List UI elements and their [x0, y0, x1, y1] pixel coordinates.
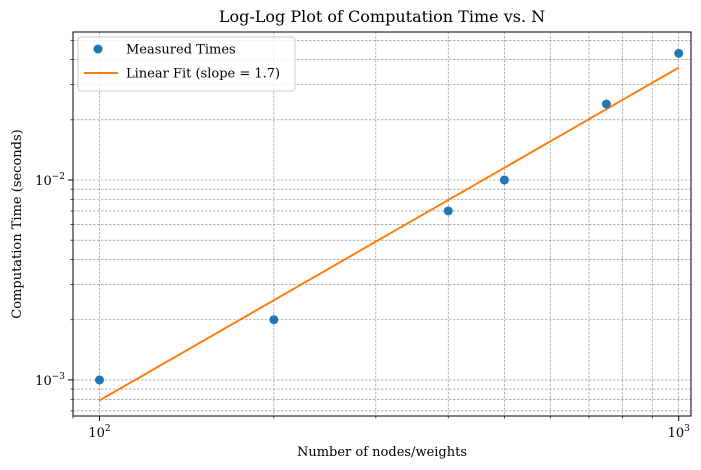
- linear-fit-line: [99, 66, 680, 402]
- data-point: [269, 315, 279, 325]
- grid-layer: [72, 32, 691, 416]
- x-tick-label: 102: [88, 424, 110, 441]
- series-layer: [95, 48, 684, 402]
- data-point: [499, 175, 509, 185]
- y-tick-label: 10−2: [35, 172, 65, 189]
- data-point: [601, 99, 611, 109]
- data-point: [443, 206, 453, 216]
- data-point: [95, 375, 105, 385]
- y-tick-label: 10−3: [35, 372, 65, 389]
- legend-marker-measured-times: [93, 44, 103, 54]
- x-axis-label: Number of nodes/weights: [297, 445, 467, 460]
- chart-title: Log-Log Plot of Computation Time vs. N: [219, 7, 545, 26]
- y-tick-label-exponent: −3: [52, 372, 66, 382]
- legend: Measured Times Linear Fit (slope = 1.7): [77, 36, 296, 92]
- legend-label-linear-fit: Linear Fit (slope = 1.7): [126, 67, 280, 82]
- x-tick-label-exponent: 3: [684, 424, 690, 434]
- data-point: [674, 48, 684, 58]
- x-tick-label: 103: [668, 424, 691, 441]
- y-tick-label-exponent: −2: [52, 172, 65, 182]
- y-tick-label-base: 10: [35, 174, 52, 189]
- y-tick-label-base: 10: [35, 374, 52, 389]
- x-tick-label-exponent: 2: [105, 424, 111, 434]
- x-tick-label-base: 10: [668, 426, 685, 441]
- legend-label-measured-times: Measured Times: [126, 43, 236, 58]
- x-tick-label-base: 10: [88, 426, 105, 441]
- plot-area-frame: [72, 31, 692, 417]
- y-axis-label: Computation Time (seconds): [10, 129, 25, 318]
- legend-box: [77, 36, 296, 92]
